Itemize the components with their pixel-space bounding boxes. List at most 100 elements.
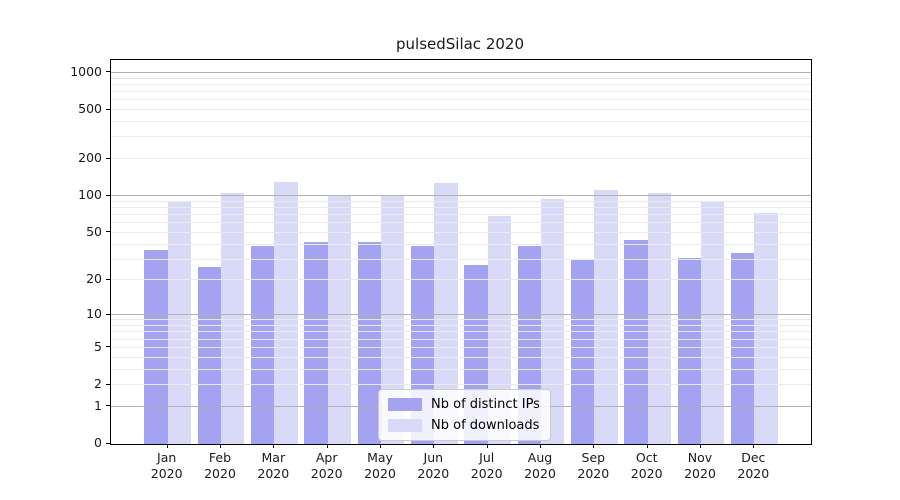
bar-distinct-ips-apr [304,241,328,444]
x-tick-mark-aug [540,444,541,448]
x-tick-label-apr: Apr 2020 [297,450,357,482]
bar-distinct-ips-may [357,241,381,444]
x-tick-mark-jun [433,444,435,448]
gridline-minor-5 [111,346,811,348]
gridline-minor-50 [111,231,811,233]
x-tick-mark-oct [646,444,648,448]
y-tick-mark-1000 [106,71,110,73]
x-tick-month-apr: Apr [315,450,338,465]
x-tick-mark-mar [273,444,275,448]
bar-distinct-ips-mar [251,245,275,444]
legend-swatch-downloads [388,419,422,432]
x-tick-month-jan: Jan [157,450,177,465]
x-tick-year-may: 2020 [364,466,396,481]
y-tick-mark-10 [106,313,110,315]
y-tick-label-5: 5 [94,338,102,354]
x-tick-label-dec: Dec 2020 [723,450,783,482]
legend-label-distinct-ips: Nb of distinct IPs [431,397,540,412]
bar-downloads-dec [754,212,778,444]
legend-swatch-distinct-ips [388,398,422,411]
x-tick-month-nov: Nov [687,450,713,465]
x-tick-year-nov: 2020 [684,466,716,481]
x-tick-mark-feb [220,444,221,448]
legend: Nb of distinct IPs Nb of downloads [378,389,551,441]
bar-downloads-mar [274,182,298,444]
y-tick-mark-20 [106,278,110,280]
y-tick-label-20: 20 [86,271,102,287]
x-tick-mark-sep [593,444,595,448]
bar-distinct-ips-oct [624,239,648,444]
gridline-minor-200 [111,158,811,160]
gridline-minor-8 [111,325,811,326]
x-tick-mark-dec [753,444,755,448]
gridline-minor-90 [111,200,811,202]
x-tick-label-feb: Feb 2020 [190,450,250,482]
gridline-major-10 [111,314,811,316]
gridline-major-100 [111,195,811,197]
plot-area [110,59,812,445]
x-tick-label-sep: Sep 2020 [563,450,623,482]
x-tick-year-jan: 2020 [150,466,183,481]
x-tick-label-may: May 2020 [350,450,410,482]
gridline-minor-9 [111,319,811,321]
x-tick-mark-may [380,444,381,448]
bar-downloads-jul [487,215,511,444]
x-tick-label-jul: Jul 2020 [457,450,517,482]
gridline-minor-800 [111,83,811,85]
y-tick-mark-5 [106,346,110,348]
x-tick-label-oct: Oct 2020 [617,450,677,482]
gridline-minor-3 [111,368,811,370]
x-tick-month-oct: Oct [635,450,658,465]
x-tick-mark-nov [700,444,701,448]
x-tick-mark-jul [486,444,488,448]
bar-distinct-ips-sep [571,259,595,444]
y-tick-label-0: 0 [94,435,102,450]
x-tick-label-nov: Nov 2020 [670,450,730,482]
y-tick-label-100: 100 [78,187,102,203]
gridline-minor-2 [111,384,811,385]
bar-downloads-nov [701,201,725,444]
legend-item-downloads: Nb of downloads [388,418,540,433]
x-tick-mark-jan [166,444,168,448]
x-tick-year-oct: 2020 [630,466,663,481]
gridline-minor-7 [111,331,811,333]
y-tick-label-500: 500 [78,101,102,116]
x-tick-year-dec: 2020 [737,466,770,481]
x-tick-month-sep: Sep [581,450,606,465]
gridline-minor-700 [111,91,811,92]
gridline-minor-400 [111,121,811,122]
x-tick-year-aug: 2020 [524,466,556,481]
x-tick-label-jan: Jan 2020 [137,450,197,482]
x-tick-year-jul: 2020 [470,466,503,481]
grid-layer [111,60,811,444]
bar-distinct-ips-feb [197,266,221,444]
gridline-minor-300 [111,136,811,138]
bar-downloads-aug [541,198,565,444]
y-tick-mark-1 [106,405,110,407]
gridline-minor-80 [111,206,811,208]
x-tick-label-mar: Mar 2020 [243,450,303,482]
y-tick-label-10: 10 [86,306,102,322]
x-tick-month-jun: Jun [423,450,444,465]
legend-label-downloads: Nb of downloads [431,418,540,433]
y-tick-mark-100 [106,194,110,196]
bar-downloads-jan [167,201,191,444]
y-tick-mark-50 [106,231,110,233]
gridline-minor-900 [111,77,811,79]
y-tick-label-200: 200 [78,150,102,166]
x-tick-month-dec: Dec [741,450,766,465]
x-tick-month-jul: Jul [479,450,495,465]
y-tick-mark-200 [106,157,110,159]
x-tick-year-sep: 2020 [577,466,610,481]
y-tick-label-1000: 1000 [70,63,102,79]
x-tick-year-apr: 2020 [310,466,343,481]
y-tick-mark-2 [106,383,110,385]
x-tick-label-aug: Aug 2020 [510,450,570,482]
bar-downloads-sep [594,189,618,444]
x-tick-year-mar: 2020 [257,466,290,481]
gridline-minor-4 [111,356,811,358]
x-tick-mark-apr [326,444,328,448]
bar-downloads-oct [647,192,671,444]
gridline-minor-70 [111,214,811,215]
y-tick-label-50: 50 [86,223,102,239]
